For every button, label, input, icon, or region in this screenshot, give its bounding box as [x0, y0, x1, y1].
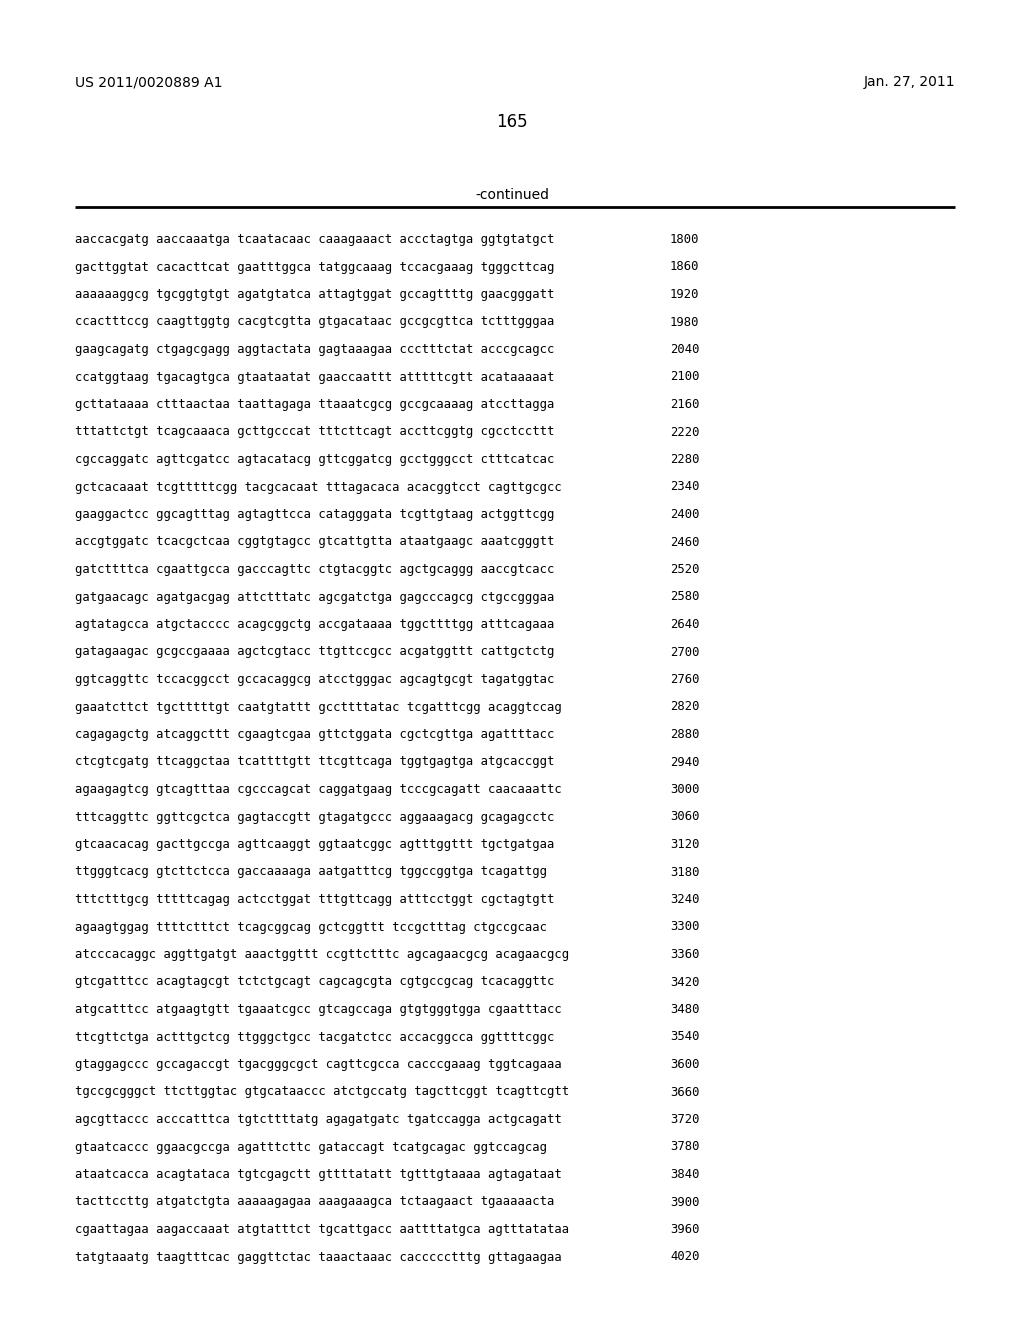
Text: US 2011/0020889 A1: US 2011/0020889 A1	[75, 75, 222, 88]
Text: 3960: 3960	[670, 1224, 699, 1236]
Text: ttgggtcacg gtcttctcca gaccaaaaga aatgatttcg tggccggtga tcagattgg: ttgggtcacg gtcttctcca gaccaaaaga aatgatt…	[75, 866, 547, 879]
Text: Jan. 27, 2011: Jan. 27, 2011	[863, 75, 955, 88]
Text: 3180: 3180	[670, 866, 699, 879]
Text: cgaattagaa aagaccaaat atgtatttct tgcattgacc aattttatgca agtttatataa: cgaattagaa aagaccaaat atgtatttct tgcattg…	[75, 1224, 569, 1236]
Text: 2880: 2880	[670, 729, 699, 741]
Text: 3240: 3240	[670, 894, 699, 906]
Text: ttcgttctga actttgctcg ttgggctgcc tacgatctcc accacggcca ggttttcggc: ttcgttctga actttgctcg ttgggctgcc tacgatc…	[75, 1031, 554, 1044]
Text: gctcacaaat tcgtttttcgg tacgcacaat tttagacaca acacggtcct cagttgcgcc: gctcacaaat tcgtttttcgg tacgcacaat tttaga…	[75, 480, 562, 494]
Text: 4020: 4020	[670, 1250, 699, 1263]
Text: 3840: 3840	[670, 1168, 699, 1181]
Text: 3600: 3600	[670, 1059, 699, 1071]
Text: 2640: 2640	[670, 618, 699, 631]
Text: 2280: 2280	[670, 453, 699, 466]
Text: gtcaacacag gacttgccga agttcaaggt ggtaatcggc agtttggttt tgctgatgaa: gtcaacacag gacttgccga agttcaaggt ggtaatc…	[75, 838, 554, 851]
Text: gaaatcttct tgctttttgt caatgtattt gccttttatac tcgatttcgg acaggtccag: gaaatcttct tgctttttgt caatgtattt gcctttt…	[75, 701, 562, 714]
Text: 2820: 2820	[670, 701, 699, 714]
Text: 3300: 3300	[670, 920, 699, 933]
Text: 3420: 3420	[670, 975, 699, 989]
Text: gaaggactcc ggcagtttag agtagttcca catagggata tcgttgtaag actggttcgg: gaaggactcc ggcagtttag agtagttcca cataggg…	[75, 508, 554, 521]
Text: accgtggatc tcacgctcaa cggtgtagcc gtcattgtta ataatgaagc aaatcgggtt: accgtggatc tcacgctcaa cggtgtagcc gtcattg…	[75, 536, 554, 549]
Text: agaagagtcg gtcagtttaa cgcccagcat caggatgaag tcccgcagatt caacaaattc: agaagagtcg gtcagtttaa cgcccagcat caggatg…	[75, 783, 562, 796]
Text: aaccacgatg aaccaaatga tcaatacaac caaagaaact accctagtga ggtgtatgct: aaccacgatg aaccaaatga tcaatacaac caaagaa…	[75, 234, 554, 246]
Text: 1800: 1800	[670, 234, 699, 246]
Text: gcttataaaa ctttaactaa taattagaga ttaaatcgcg gccgcaaaag atccttagga: gcttataaaa ctttaactaa taattagaga ttaaatc…	[75, 399, 554, 411]
Text: aaaaaaggcg tgcggtgtgt agatgtatca attagtggat gccagttttg gaacgggatt: aaaaaaggcg tgcggtgtgt agatgtatca attagtg…	[75, 288, 554, 301]
Text: gtcgatttcc acagtagcgt tctctgcagt cagcagcgta cgtgccgcag tcacaggttc: gtcgatttcc acagtagcgt tctctgcagt cagcagc…	[75, 975, 554, 989]
Text: 2580: 2580	[670, 590, 699, 603]
Text: gatgaacagc agatgacgag attctttatc agcgatctga gagcccagcg ctgccgggaa: gatgaacagc agatgacgag attctttatc agcgatc…	[75, 590, 554, 603]
Text: 3120: 3120	[670, 838, 699, 851]
Text: ccactttccg caagttggtg cacgtcgtta gtgacataac gccgcgttca tctttgggaa: ccactttccg caagttggtg cacgtcgtta gtgacat…	[75, 315, 554, 329]
Text: 2100: 2100	[670, 371, 699, 384]
Text: 2160: 2160	[670, 399, 699, 411]
Text: 3480: 3480	[670, 1003, 699, 1016]
Text: 2040: 2040	[670, 343, 699, 356]
Text: tttcaggttc ggttcgctca gagtaccgtt gtagatgccc aggaaagacg gcagagcctc: tttcaggttc ggttcgctca gagtaccgtt gtagatg…	[75, 810, 554, 824]
Text: 2940: 2940	[670, 755, 699, 768]
Text: atcccacaggc aggttgatgt aaactggttt ccgttctttc agcagaacgcg acagaacgcg: atcccacaggc aggttgatgt aaactggttt ccgttc…	[75, 948, 569, 961]
Text: gatagaagac gcgccgaaaa agctcgtacc ttgttccgcc acgatggttt cattgctctg: gatagaagac gcgccgaaaa agctcgtacc ttgttcc…	[75, 645, 554, 659]
Text: tacttccttg atgatctgta aaaaagagaa aaagaaagca tctaagaact tgaaaaacta: tacttccttg atgatctgta aaaaagagaa aaagaaa…	[75, 1196, 554, 1209]
Text: 3060: 3060	[670, 810, 699, 824]
Text: 3360: 3360	[670, 948, 699, 961]
Text: gaagcagatg ctgagcgagg aggtactata gagtaaagaa ccctttctat acccgcagcc: gaagcagatg ctgagcgagg aggtactata gagtaaa…	[75, 343, 554, 356]
Text: agcgttaccc acccatttca tgtcttttatg agagatgatc tgatccagga actgcagatt: agcgttaccc acccatttca tgtcttttatg agagat…	[75, 1113, 562, 1126]
Text: cgccaggatc agttcgatcc agtacatacg gttcggatcg gcctgggcct ctttcatcac: cgccaggatc agttcgatcc agtacatacg gttcgga…	[75, 453, 554, 466]
Text: agtatagcca atgctacccc acagcggctg accgataaaa tggcttttgg atttcagaaa: agtatagcca atgctacccc acagcggctg accgata…	[75, 618, 554, 631]
Text: tttattctgt tcagcaaaca gcttgcccat tttcttcagt accttcggtg cgcctccttt: tttattctgt tcagcaaaca gcttgcccat tttcttc…	[75, 425, 554, 438]
Text: gtaggagccc gccagaccgt tgacgggcgct cagttcgcca cacccgaaag tggtcagaaa: gtaggagccc gccagaccgt tgacgggcgct cagttc…	[75, 1059, 562, 1071]
Text: tatgtaaatg taagtttcac gaggttctac taaactaaac caccccctttg gttagaagaa: tatgtaaatg taagtttcac gaggttctac taaacta…	[75, 1250, 562, 1263]
Text: 1860: 1860	[670, 260, 699, 273]
Text: 2700: 2700	[670, 645, 699, 659]
Text: 3900: 3900	[670, 1196, 699, 1209]
Text: ataatcacca acagtataca tgtcgagctt gttttatatt tgtttgtaaaa agtagataat: ataatcacca acagtataca tgtcgagctt gttttat…	[75, 1168, 562, 1181]
Text: gtaatcaccc ggaacgccga agatttcttc gataccagt tcatgcagac ggtccagcag: gtaatcaccc ggaacgccga agatttcttc gatacca…	[75, 1140, 547, 1154]
Text: 2520: 2520	[670, 564, 699, 576]
Text: 2400: 2400	[670, 508, 699, 521]
Text: gatcttttca cgaattgcca gacccagttc ctgtacggtc agctgcaggg aaccgtcacc: gatcttttca cgaattgcca gacccagttc ctgtacg…	[75, 564, 554, 576]
Text: gacttggtat cacacttcat gaatttggca tatggcaaag tccacgaaag tgggcttcag: gacttggtat cacacttcat gaatttggca tatggca…	[75, 260, 554, 273]
Text: tgccgcgggct ttcttggtac gtgcataaccc atctgccatg tagcttcggt tcagttcgtt: tgccgcgggct ttcttggtac gtgcataaccc atctg…	[75, 1085, 569, 1098]
Text: 3720: 3720	[670, 1113, 699, 1126]
Text: ccatggtaag tgacagtgca gtaataatat gaaccaattt atttttcgtt acataaaaat: ccatggtaag tgacagtgca gtaataatat gaaccaa…	[75, 371, 554, 384]
Text: ctcgtcgatg ttcaggctaa tcattttgtt ttcgttcaga tggtgagtga atgcaccggt: ctcgtcgatg ttcaggctaa tcattttgtt ttcgttc…	[75, 755, 554, 768]
Text: 1920: 1920	[670, 288, 699, 301]
Text: 2340: 2340	[670, 480, 699, 494]
Text: 3780: 3780	[670, 1140, 699, 1154]
Text: tttctttgcg tttttcagag actcctggat tttgttcagg atttcctggt cgctagtgtt: tttctttgcg tttttcagag actcctggat tttgttc…	[75, 894, 554, 906]
Text: ggtcaggttc tccacggcct gccacaggcg atcctgggac agcagtgcgt tagatggtac: ggtcaggttc tccacggcct gccacaggcg atcctgg…	[75, 673, 554, 686]
Text: 3000: 3000	[670, 783, 699, 796]
Text: -continued: -continued	[475, 187, 549, 202]
Text: 3540: 3540	[670, 1031, 699, 1044]
Text: 2460: 2460	[670, 536, 699, 549]
Text: atgcatttcc atgaagtgtt tgaaatcgcc gtcagccaga gtgtgggtgga cgaatttacc: atgcatttcc atgaagtgtt tgaaatcgcc gtcagcc…	[75, 1003, 562, 1016]
Text: agaagtggag ttttctttct tcagcggcag gctcggttt tccgctttag ctgccgcaac: agaagtggag ttttctttct tcagcggcag gctcggt…	[75, 920, 547, 933]
Text: 165: 165	[497, 114, 527, 131]
Text: cagagagctg atcaggcttt cgaagtcgaa gttctggata cgctcgttga agattttacc: cagagagctg atcaggcttt cgaagtcgaa gttctgg…	[75, 729, 554, 741]
Text: 2220: 2220	[670, 425, 699, 438]
Text: 1980: 1980	[670, 315, 699, 329]
Text: 3660: 3660	[670, 1085, 699, 1098]
Text: 2760: 2760	[670, 673, 699, 686]
